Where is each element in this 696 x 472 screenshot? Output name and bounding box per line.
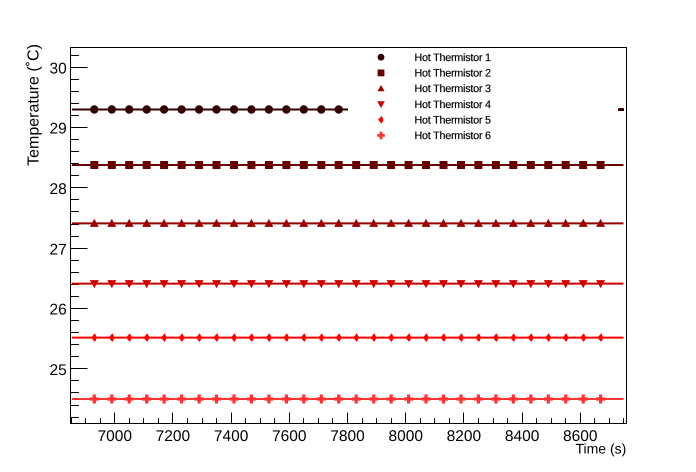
svg-text:25: 25 (50, 362, 67, 379)
svg-text:Hot Thermistor 6: Hot Thermistor 6 (415, 130, 491, 142)
svg-text:7000: 7000 (97, 428, 132, 445)
svg-text:8400: 8400 (505, 428, 540, 445)
svg-text:8000: 8000 (388, 428, 423, 445)
svg-text:Time (s): Time (s) (575, 441, 626, 457)
svg-text:Hot Thermistor 4: Hot Thermistor 4 (415, 99, 491, 111)
svg-text:Hot Thermistor 5: Hot Thermistor 5 (415, 114, 491, 126)
svg-text:30: 30 (50, 60, 68, 77)
svg-text:26: 26 (50, 302, 67, 319)
svg-text:Temperature (˚C): Temperature (˚C) (26, 44, 43, 166)
svg-text:Hot Thermistor 1: Hot Thermistor 1 (415, 52, 491, 64)
svg-text:7200: 7200 (156, 428, 191, 445)
svg-text:Hot Thermistor 3: Hot Thermistor 3 (415, 83, 491, 95)
svg-text:29: 29 (50, 121, 67, 138)
svg-text:28: 28 (50, 181, 67, 198)
svg-text:7400: 7400 (214, 428, 249, 445)
svg-text:27: 27 (50, 241, 67, 258)
svg-text:8600: 8600 (563, 428, 598, 445)
svg-text:8200: 8200 (447, 428, 482, 445)
svg-text:Hot Thermistor 2: Hot Thermistor 2 (415, 68, 491, 80)
svg-text:7800: 7800 (330, 428, 365, 445)
svg-text:7600: 7600 (272, 428, 307, 445)
